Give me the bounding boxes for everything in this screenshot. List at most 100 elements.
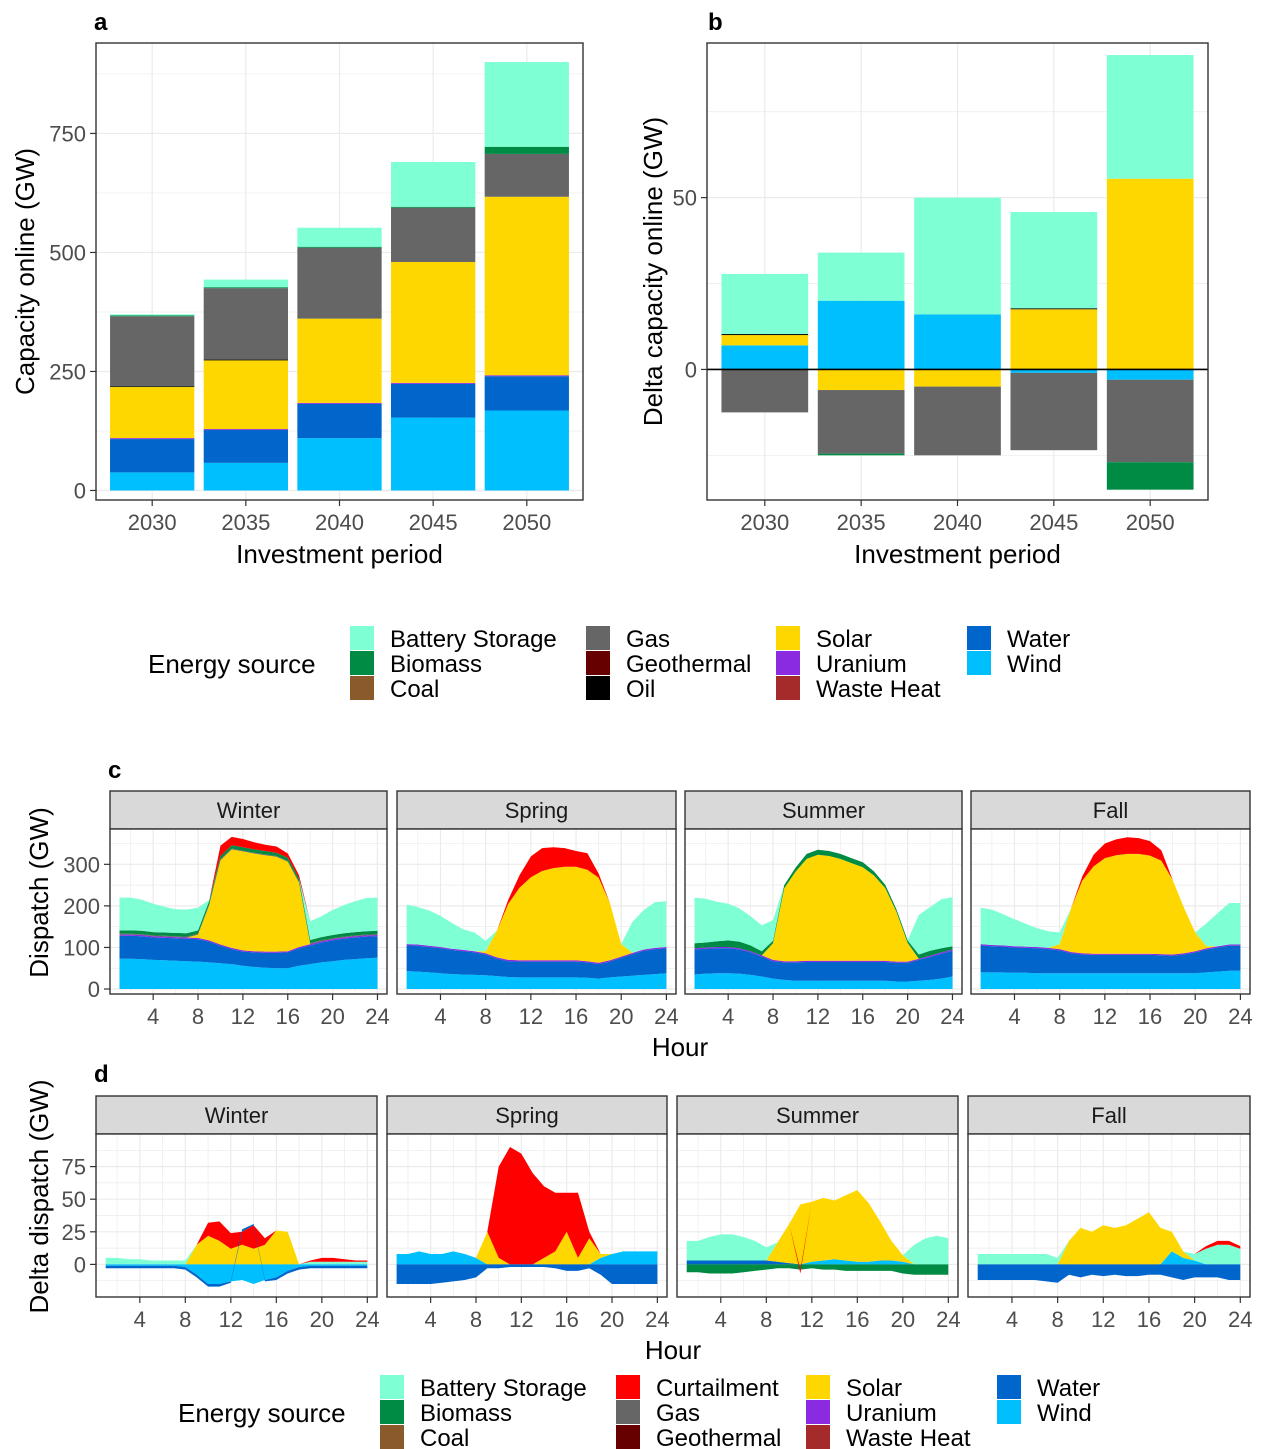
- x-tick-label: 24: [365, 1004, 389, 1029]
- area-curtailment: [406, 847, 667, 945]
- y-tick-label: 0: [74, 1252, 86, 1277]
- area-battery-storage: [119, 845, 378, 940]
- bar-battery-storage-2050: [1106, 55, 1194, 179]
- legend-label-solar: Solar: [846, 1375, 902, 1402]
- y-tick-label: 200: [63, 894, 100, 919]
- legend-key-gas: [586, 626, 610, 650]
- bar-solar-2050: [484, 196, 569, 376]
- facet-spring: Spring 4 8 12 16 20 24: [396, 790, 679, 1029]
- area-curtailment: [980, 837, 1241, 933]
- bar-wind-2040: [297, 438, 382, 491]
- area-wind: [406, 971, 667, 989]
- legend-key-wind: [967, 651, 991, 675]
- legend-label-gas: Gas: [626, 626, 670, 653]
- area-solar: [977, 1212, 1241, 1265]
- x-axis-title: Investment period: [236, 539, 443, 569]
- bar-gas-2045: [391, 207, 476, 262]
- plot-border: [109, 828, 388, 995]
- facet-winter: Winter 4 8 12 16 20 24 0 25 50 75: [62, 1095, 380, 1332]
- facet-strip: [95, 1095, 378, 1135]
- x-tick-label: 12: [1091, 1307, 1115, 1332]
- facet-strip: [386, 1095, 668, 1135]
- x-tick-label: 16: [554, 1307, 578, 1332]
- bar-uranium-2045: [391, 382, 476, 384]
- bar-wind-2050: [484, 410, 569, 491]
- x-axis-title: Investment period: [854, 539, 1061, 569]
- bar-battery-storage-2035: [817, 252, 905, 301]
- legend-label-biomass: Biomass: [390, 651, 482, 678]
- x-tick-label: 16: [845, 1307, 869, 1332]
- x-tick-label: 4: [1008, 1004, 1020, 1029]
- legend-key-battery-storage: [380, 1375, 404, 1399]
- facet-strip: [684, 790, 963, 830]
- x-tick-label: 8: [760, 1307, 772, 1332]
- area-solar: [694, 854, 953, 962]
- y-tick-label: 75: [62, 1155, 86, 1180]
- bar-wind-2030: [110, 472, 195, 491]
- x-tick-label: 24: [1228, 1004, 1252, 1029]
- area-solar: [105, 1230, 368, 1265]
- legend-key-coal: [380, 1425, 404, 1449]
- x-tick-label: 12: [806, 1004, 830, 1029]
- facet-strip: [967, 1095, 1251, 1135]
- x-tick-label: 8: [480, 1004, 492, 1029]
- bar-biomass-2040: [297, 246, 382, 248]
- x-tick-label: 2035: [221, 510, 270, 535]
- plot-border: [95, 1133, 378, 1298]
- y-axis-title: Delta dispatch (GW): [24, 1079, 54, 1313]
- bar-biomass-2030: [110, 315, 195, 317]
- facet-spring: Spring 4 8 12 16 20 24: [386, 1095, 670, 1332]
- y-tick-label: 50: [673, 186, 697, 211]
- bar-uranium-2035: [203, 429, 288, 431]
- legend-label-waste-heat: Waste Heat: [816, 676, 941, 703]
- facet-fall: Fall 4 8 12 16 20 24: [970, 790, 1253, 1029]
- legend-key-solar: [776, 626, 800, 650]
- x-axis-title: Hour: [645, 1335, 702, 1365]
- legend-title: Energy source: [148, 649, 316, 679]
- legend-key-water: [997, 1375, 1021, 1399]
- x-tick-label: 24: [936, 1307, 960, 1332]
- facet-summer: Summer 4 8 12 16 20 24: [684, 790, 965, 1029]
- plot-border: [684, 828, 963, 995]
- x-tick-label: 16: [564, 1004, 588, 1029]
- bar-solar-2035: [203, 360, 288, 430]
- bar-solar-2040: [914, 369, 1001, 387]
- y-tick-label: 0: [88, 977, 100, 1002]
- area-battery-storage: [406, 866, 667, 953]
- legend-key-waste-heat: [776, 676, 800, 700]
- facet-title: Summer: [782, 798, 865, 823]
- legend-label-geothermal: Geothermal: [656, 1425, 781, 1449]
- bar-water-2050: [484, 376, 569, 411]
- bar-battery-storage-2045: [391, 162, 476, 207]
- legend-label-water: Water: [1007, 626, 1070, 653]
- area-biomass: [686, 1264, 949, 1275]
- facet-winter: Winter 4 8 12 16 20 24 0 100 200 300: [63, 790, 390, 1029]
- bar-battery-storage-2030: [721, 273, 809, 335]
- bar-solar-2045: [1010, 309, 1098, 370]
- legend-label-solar: Solar: [816, 626, 872, 653]
- x-tick-label: 24: [645, 1307, 669, 1332]
- legend-label-wind: Wind: [1007, 651, 1062, 678]
- bar-gas-2035: [817, 390, 905, 454]
- y-tick-label: 250: [49, 359, 86, 384]
- x-tick-label: 4: [722, 1004, 734, 1029]
- x-tick-label: 20: [891, 1307, 915, 1332]
- x-tick-label: 16: [851, 1004, 875, 1029]
- facet-fall: Fall 4 8 12 16 20 24: [967, 1095, 1253, 1332]
- x-tick-label: 4: [715, 1307, 727, 1332]
- x-tick-label: 8: [767, 1004, 779, 1029]
- x-tick-label: 16: [276, 1004, 300, 1029]
- x-tick-label: 20: [1182, 1307, 1206, 1332]
- x-tick-label: 4: [134, 1307, 146, 1332]
- area-curtailment: [105, 1221, 368, 1265]
- bar-gas-2040: [914, 386, 1001, 456]
- x-tick-label: 8: [192, 1004, 204, 1029]
- x-tick-label: 2035: [837, 510, 886, 535]
- area-battery-storage: [105, 1230, 368, 1265]
- x-tick-label: 16: [1137, 1307, 1161, 1332]
- bar-water-2045: [391, 383, 476, 418]
- area-wind: [119, 957, 378, 989]
- area-uranium: [119, 934, 378, 953]
